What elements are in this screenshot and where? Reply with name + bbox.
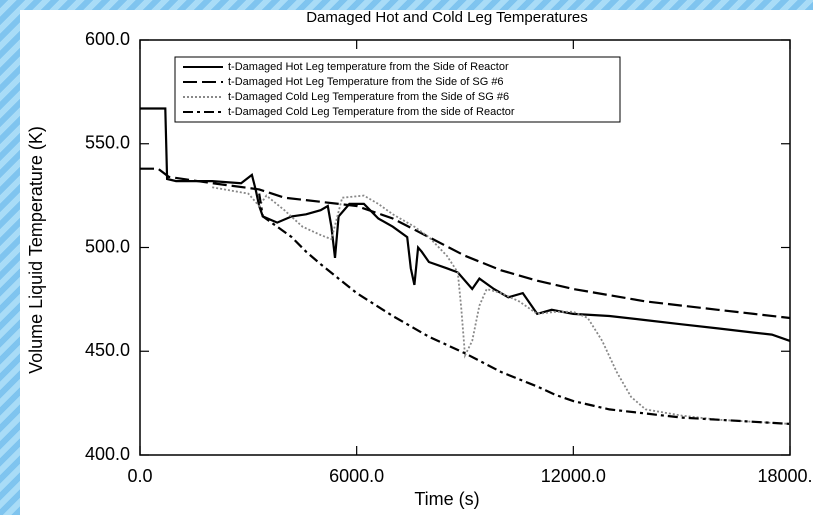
- y-tick-label: 500.0: [85, 236, 130, 256]
- legend-label: t-Damaged Cold Leg Temperature from the …: [228, 91, 509, 103]
- legend-label: t-Damaged Hot Leg temperature from the S…: [228, 61, 509, 73]
- series-line: [212, 186, 791, 425]
- series-line: [140, 167, 791, 320]
- y-tick-label: 600.0: [85, 29, 130, 49]
- y-axis-label: Volume Liquid Temperature (K): [26, 126, 46, 374]
- y-tick-label: 450.0: [85, 340, 130, 360]
- x-axis-label: Time (s): [414, 489, 479, 509]
- x-tick-label: 6000.0: [329, 466, 384, 486]
- legend-label: t-Damaged Hot Leg Temperature from the S…: [228, 76, 504, 88]
- x-tick-label: 0.0: [127, 466, 152, 486]
- y-tick-label: 400.0: [85, 444, 130, 464]
- chart-title: Damaged Hot and Cold Leg Temperatures: [306, 9, 588, 26]
- series-line: [258, 193, 791, 425]
- legend-box: [174, 56, 621, 123]
- legend-label: t-Damaged Cold Leg Temperature from the …: [228, 106, 515, 118]
- x-tick-label: 12000.0: [541, 466, 606, 486]
- x-tick-label: 18000.0: [757, 466, 813, 486]
- y-tick-label: 550.0: [85, 133, 130, 153]
